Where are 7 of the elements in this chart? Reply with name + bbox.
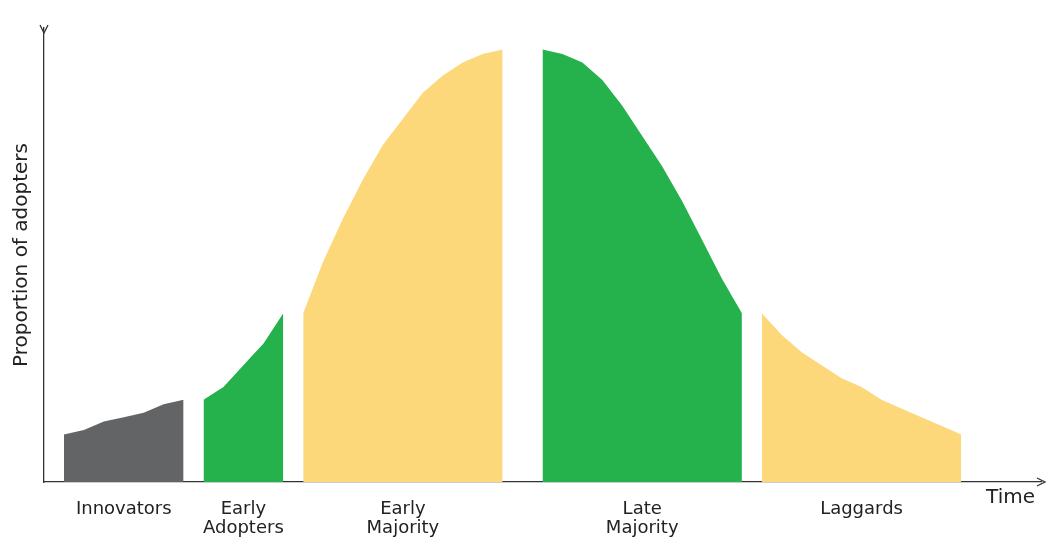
- series-label: Early Adopters: [203, 496, 284, 537]
- series-label: Late Majority: [605, 496, 679, 537]
- series-label: Innovators: [75, 496, 172, 518]
- x-axis-title: Time: [985, 484, 1035, 509]
- y-axis-title: Proportion of adopters: [8, 143, 33, 367]
- series-label: Early Majority: [366, 496, 440, 537]
- series-label: Laggards: [820, 496, 903, 518]
